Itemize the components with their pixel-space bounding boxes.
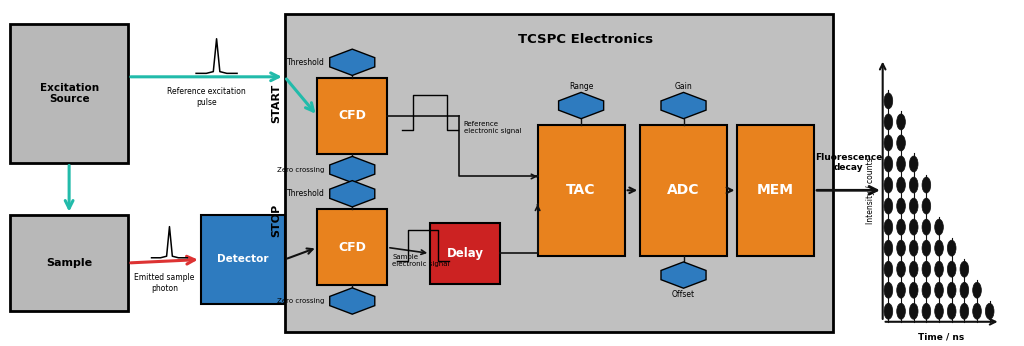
Ellipse shape (884, 177, 893, 193)
Ellipse shape (947, 303, 956, 319)
Text: Range: Range (569, 82, 593, 91)
Polygon shape (330, 49, 375, 75)
FancyBboxPatch shape (10, 215, 128, 311)
Text: Emitted sample
photon: Emitted sample photon (134, 273, 195, 293)
Ellipse shape (909, 261, 919, 277)
Ellipse shape (897, 156, 905, 172)
Ellipse shape (922, 219, 931, 235)
Ellipse shape (884, 282, 893, 298)
Polygon shape (330, 181, 375, 207)
Ellipse shape (897, 219, 905, 235)
FancyBboxPatch shape (317, 78, 387, 154)
Ellipse shape (897, 303, 905, 319)
Ellipse shape (947, 240, 956, 256)
Text: CFD: CFD (338, 109, 367, 122)
Ellipse shape (884, 219, 893, 235)
Ellipse shape (884, 261, 893, 277)
Ellipse shape (961, 303, 969, 319)
Ellipse shape (909, 240, 919, 256)
Ellipse shape (897, 177, 905, 193)
Ellipse shape (884, 93, 893, 109)
Text: Threshold: Threshold (287, 189, 325, 198)
Ellipse shape (935, 219, 943, 235)
Ellipse shape (922, 240, 931, 256)
Ellipse shape (909, 156, 919, 172)
Ellipse shape (947, 282, 956, 298)
Ellipse shape (961, 261, 969, 277)
Text: TCSPC Electronics: TCSPC Electronics (518, 33, 653, 46)
Ellipse shape (884, 198, 893, 214)
Text: MEM: MEM (757, 183, 795, 197)
Text: Sample
electronic signal: Sample electronic signal (392, 254, 450, 267)
FancyBboxPatch shape (317, 209, 387, 285)
FancyBboxPatch shape (201, 215, 285, 304)
Ellipse shape (909, 198, 919, 214)
Text: Reference
electronic signal: Reference electronic signal (464, 121, 521, 134)
Ellipse shape (922, 282, 931, 298)
Ellipse shape (897, 282, 905, 298)
Ellipse shape (922, 261, 931, 277)
FancyBboxPatch shape (430, 223, 500, 284)
Ellipse shape (909, 303, 919, 319)
Ellipse shape (985, 303, 994, 319)
Ellipse shape (897, 114, 905, 130)
Ellipse shape (973, 282, 981, 298)
Ellipse shape (922, 177, 931, 193)
Ellipse shape (922, 303, 931, 319)
Ellipse shape (897, 240, 905, 256)
Text: ADC: ADC (668, 183, 699, 197)
FancyBboxPatch shape (737, 125, 814, 256)
Ellipse shape (897, 135, 905, 151)
Polygon shape (330, 288, 375, 314)
Ellipse shape (909, 177, 919, 193)
Text: START: START (271, 83, 282, 122)
Text: Time / ns: Time / ns (919, 333, 965, 342)
Ellipse shape (884, 156, 893, 172)
Text: Gain: Gain (675, 82, 692, 91)
Ellipse shape (884, 135, 893, 151)
Polygon shape (662, 262, 707, 288)
Ellipse shape (909, 282, 919, 298)
Text: TAC: TAC (566, 183, 596, 197)
Text: Intensity / counts: Intensity / counts (866, 157, 874, 224)
Polygon shape (662, 92, 707, 119)
Ellipse shape (922, 198, 931, 214)
Ellipse shape (961, 282, 969, 298)
Ellipse shape (935, 303, 943, 319)
Text: Offset: Offset (672, 290, 695, 299)
Ellipse shape (935, 282, 943, 298)
Polygon shape (559, 92, 604, 119)
Text: Delay: Delay (446, 247, 483, 260)
Ellipse shape (884, 303, 893, 319)
FancyBboxPatch shape (640, 125, 727, 256)
Ellipse shape (947, 261, 956, 277)
Ellipse shape (897, 198, 905, 214)
Text: Sample: Sample (46, 258, 92, 268)
Text: Threshold: Threshold (287, 58, 325, 67)
Ellipse shape (935, 261, 943, 277)
Text: Detector: Detector (217, 255, 268, 264)
Ellipse shape (884, 240, 893, 256)
Text: Zero crossing: Zero crossing (278, 166, 325, 173)
Ellipse shape (897, 261, 905, 277)
Ellipse shape (973, 303, 981, 319)
Text: Fluorescence
decay: Fluorescence decay (815, 153, 882, 172)
Ellipse shape (935, 240, 943, 256)
Text: STOP: STOP (271, 204, 282, 237)
Polygon shape (330, 156, 375, 183)
Ellipse shape (884, 114, 893, 130)
FancyBboxPatch shape (538, 125, 625, 256)
Text: CFD: CFD (338, 241, 367, 254)
FancyBboxPatch shape (10, 24, 128, 163)
Text: Reference excitation
pulse: Reference excitation pulse (167, 87, 246, 107)
Text: Zero crossing: Zero crossing (278, 298, 325, 304)
Text: Excitation
Source: Excitation Source (40, 83, 98, 104)
Ellipse shape (909, 219, 919, 235)
FancyBboxPatch shape (285, 14, 833, 332)
